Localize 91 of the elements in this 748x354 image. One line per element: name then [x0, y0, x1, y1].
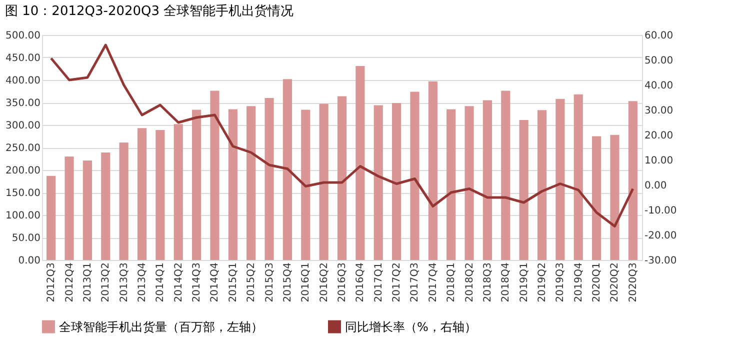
- bar: [119, 142, 128, 260]
- x-tick-label: 2017Q4: [428, 262, 439, 302]
- bar: [337, 96, 347, 260]
- bar: [519, 120, 528, 260]
- bar: [282, 79, 292, 260]
- y2-tick-label: 40.00: [644, 80, 674, 92]
- bar: [628, 101, 638, 260]
- x-tick-label: 2014Q2: [173, 262, 184, 302]
- bar: [137, 128, 147, 260]
- x-tick-label: 2019Q1: [518, 262, 530, 302]
- y-tick-label: 0.00: [18, 256, 40, 266]
- y-tick-label: 50.00: [12, 233, 40, 244]
- x-tick-label: 2020Q2: [610, 262, 621, 302]
- y-tick-label: 100.00: [6, 210, 40, 222]
- bar: [392, 102, 402, 260]
- x-tick-label: 2013Q1: [82, 262, 94, 302]
- y2-tick-label: -10.00: [644, 206, 677, 216]
- bar: [356, 66, 365, 260]
- y-tick-label: 300.00: [6, 120, 40, 132]
- bar: [464, 106, 474, 260]
- y2-tick-label: 60.00: [644, 30, 674, 42]
- x-tick-label: 2015Q1: [228, 262, 239, 302]
- y-tick-label: 200.00: [6, 166, 40, 176]
- x-tick-label: 2018Q2: [464, 262, 476, 302]
- x-tick-label: 2012Q3: [46, 262, 58, 302]
- y2-tick-label: 50.00: [644, 56, 674, 66]
- y-tick-label: 400.00: [6, 76, 40, 86]
- bar: [64, 156, 74, 260]
- x-tick-label: 2015Q4: [282, 262, 294, 302]
- bar: [446, 109, 456, 260]
- y-tick-label: 500.00: [6, 30, 40, 42]
- bar: [210, 90, 220, 260]
- y2-tick-label: 0.00: [644, 180, 667, 192]
- x-tick-label: 2018Q4: [500, 262, 512, 302]
- bar: [482, 100, 492, 260]
- x-tick-label: 2017Q3: [410, 262, 421, 302]
- bar: [82, 160, 92, 260]
- x-tick-label: 2014Q1: [155, 262, 166, 302]
- y-tick-label: 250.00: [6, 143, 40, 154]
- y-tick-label: 150.00: [6, 188, 40, 199]
- x-tick-label: 2016Q4: [355, 262, 366, 302]
- bar: [374, 105, 383, 260]
- y2-tick-label: 20.00: [644, 130, 674, 142]
- x-tick-label: 2017Q1: [373, 262, 384, 302]
- bar: [556, 98, 565, 260]
- bar: [319, 104, 328, 260]
- bar: [101, 152, 110, 260]
- x-tick-label: 2020Q1: [592, 262, 603, 302]
- x-tick-label: 2019Q3: [555, 262, 566, 302]
- x-tick-label: 2016Q1: [300, 262, 312, 302]
- line-series: [50, 44, 634, 228]
- x-tick-label: 2017Q2: [392, 262, 403, 302]
- x-tick-label: 2016Q3: [337, 262, 348, 302]
- y2-tick-label: -30.00: [644, 256, 677, 266]
- bar: [574, 94, 583, 260]
- bar: [537, 110, 547, 260]
- bar: [610, 134, 620, 260]
- x-tick-label: 2018Q3: [482, 262, 494, 302]
- bar: [46, 176, 56, 260]
- y-tick-label: 350.00: [6, 98, 40, 109]
- chart-title: 图 10：2012Q3-2020Q3 全球智能手机出货情况: [5, 4, 294, 19]
- x-tick-label: 2015Q2: [246, 262, 258, 302]
- y2-tick-label: 30.00: [644, 106, 674, 116]
- bar: [264, 98, 274, 260]
- x-tick-label: 2014Q3: [192, 262, 203, 302]
- bar: [592, 136, 602, 260]
- bar: [228, 109, 238, 260]
- x-tick-label: 2013Q2: [100, 262, 112, 302]
- x-tick-label: 2012Q4: [64, 262, 76, 302]
- bar: [501, 90, 510, 260]
- bar: [156, 130, 165, 260]
- x-tick-label: 2020Q3: [628, 262, 639, 302]
- x-tick-label: 2013Q3: [118, 262, 130, 302]
- bar: [192, 110, 202, 260]
- legend-label: 全球智能手机出货量（百万部，左轴）: [59, 320, 263, 334]
- y-tick-label: 450.00: [6, 53, 40, 64]
- x-tick-label: 2019Q4: [573, 262, 584, 302]
- x-tick-label: 2015Q3: [264, 262, 276, 302]
- bar: [410, 92, 420, 260]
- x-tick-label: 2019Q2: [537, 262, 548, 302]
- x-tick-label: 2016Q2: [318, 262, 330, 302]
- x-tick-label: 2013Q4: [137, 262, 148, 302]
- x-tick-label: 2014Q4: [210, 262, 221, 302]
- bar: [428, 81, 438, 260]
- bar: [174, 124, 183, 260]
- x-tick-label: 2018Q1: [446, 262, 458, 302]
- y2-tick-label: -20.00: [644, 230, 677, 242]
- y2-tick-label: 10.00: [644, 156, 674, 166]
- legend-label: 同比增长率（%，右轴）: [345, 320, 476, 334]
- bar: [301, 110, 310, 260]
- bar: [246, 106, 256, 260]
